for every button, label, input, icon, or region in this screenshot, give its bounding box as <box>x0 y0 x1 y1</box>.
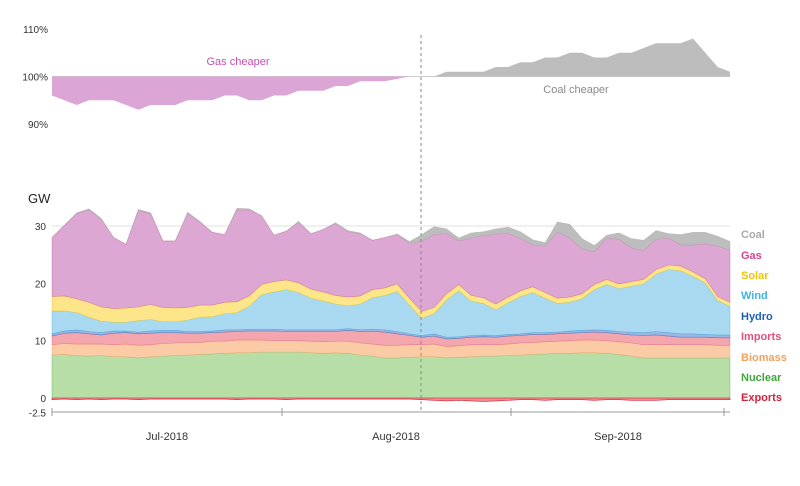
legend-coal: Coal <box>741 229 765 241</box>
legend-gas: Gas <box>741 250 762 262</box>
y-axis-unit-label: GW <box>28 191 51 206</box>
coal-cheaper-annotation: Coal cheaper <box>543 84 609 96</box>
ratio-y-tick: 110% <box>23 25 48 36</box>
gw-y-tick: 10 <box>35 337 47 348</box>
legend-wind: Wind <box>741 290 768 302</box>
legend-exports: Exports <box>741 392 782 404</box>
gw-y-tick: -2.5 <box>29 408 47 419</box>
legend-solar: Solar <box>741 270 769 282</box>
gas-cheaper-area <box>52 76 730 110</box>
legend-hydro: Hydro <box>741 311 773 323</box>
exports-area <box>51 397 731 402</box>
legend-imports: Imports <box>741 331 781 343</box>
ratio-y-tick: 100% <box>22 73 48 84</box>
x-tick-label: Aug-2018 <box>372 431 420 443</box>
x-tick-label: Sep-2018 <box>594 431 642 443</box>
gw-y-tick: 0 <box>40 394 46 405</box>
legend-biomass: Biomass <box>741 352 787 364</box>
ratio-y-tick: 90% <box>28 120 48 131</box>
ratio-panel: 110% 100% 90% Gas cheaper Coal cheaper <box>22 25 730 131</box>
gw-y-tick: 30 <box>35 222 47 233</box>
gw-y-tick: 20 <box>35 279 47 290</box>
gas-cheaper-annotation: Gas cheaper <box>207 56 270 68</box>
x-tick-label: Jul-2018 <box>146 431 188 443</box>
legend-nuclear: Nuclear <box>741 372 782 384</box>
coal-cheaper-area <box>52 38 730 77</box>
coal-area <box>51 207 731 253</box>
nuclear-area <box>51 351 731 399</box>
